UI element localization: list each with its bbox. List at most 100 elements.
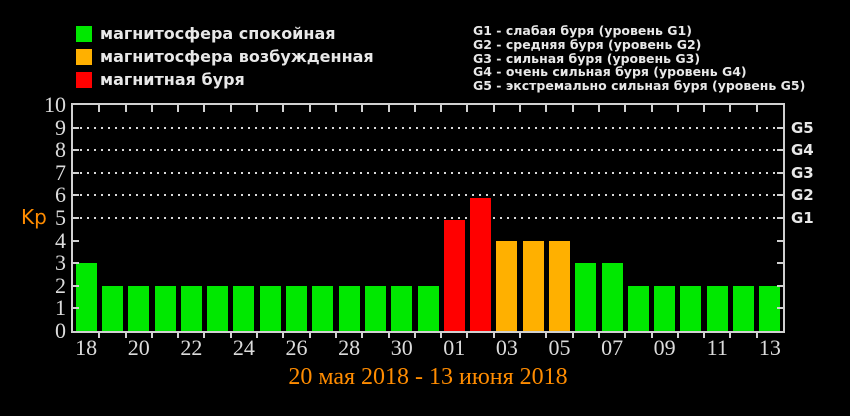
top-tick xyxy=(413,105,416,112)
bar-day-10 xyxy=(680,285,702,331)
x-tick-label-20: 20 xyxy=(127,335,150,360)
right-tick xyxy=(777,262,783,265)
top-tick xyxy=(624,105,627,112)
bottom-tick xyxy=(361,331,364,338)
right-tick xyxy=(777,126,783,129)
bottom-tick xyxy=(440,331,443,338)
bottom-tick xyxy=(597,331,600,338)
top-tick xyxy=(229,105,232,112)
gridline-kp6 xyxy=(73,194,783,197)
top-tick xyxy=(519,105,522,112)
legend-label-quiet: магнитосфера спокойная xyxy=(100,24,336,43)
top-tick xyxy=(597,105,600,112)
top-tick xyxy=(282,105,285,112)
left-tick xyxy=(73,262,79,265)
right-axis-label-g3: G3 xyxy=(791,163,814,182)
bottom-tick xyxy=(624,331,627,338)
plot-area xyxy=(71,103,785,338)
bottom-tick xyxy=(729,331,732,338)
bar-day-18 xyxy=(75,263,97,331)
top-tick xyxy=(703,105,706,112)
bar-day-22 xyxy=(180,285,202,331)
bottom-tick xyxy=(387,331,390,338)
bar-day-05 xyxy=(548,240,570,331)
bar-day-06 xyxy=(575,263,597,331)
bottom-tick xyxy=(124,331,127,338)
bar-day-13 xyxy=(759,285,781,331)
bottom-tick xyxy=(571,331,574,338)
storm-color-swatch xyxy=(76,71,92,88)
legend-item-quiet: магнитосфера спокойная xyxy=(76,22,374,45)
left-tick xyxy=(73,194,79,197)
x-tick-label-13: 13 xyxy=(758,335,781,360)
gridline-kp7 xyxy=(73,171,783,174)
x-tick-label-18: 18 xyxy=(75,335,98,360)
x-tick-label-07: 07 xyxy=(601,335,624,360)
bottom-tick xyxy=(229,331,232,338)
right-axis-label-g1: G1 xyxy=(791,209,814,227)
bar-day-31 xyxy=(417,285,439,331)
y-tick-label-6: 6 xyxy=(55,182,66,208)
storm-level-g1: G1 - слабая буря (уровень G1) xyxy=(473,23,692,38)
top-tick xyxy=(466,105,469,112)
bottom-tick xyxy=(177,331,180,338)
x-tick-label-22: 22 xyxy=(180,335,203,360)
bar-day-12 xyxy=(733,285,755,331)
bottom-tick xyxy=(150,331,153,338)
bar-day-23 xyxy=(207,285,229,331)
bar-day-01 xyxy=(443,220,465,331)
top-tick xyxy=(387,105,390,112)
bottom-tick xyxy=(703,331,706,338)
bar-day-29 xyxy=(364,285,386,331)
bar-day-25 xyxy=(259,285,281,331)
x-tick-label-01: 01 xyxy=(443,335,466,360)
right-tick xyxy=(777,239,783,242)
top-tick xyxy=(256,105,259,112)
y-axis-title: Kp xyxy=(21,205,47,229)
right-axis-label-g5: G5 xyxy=(791,118,814,137)
bottom-tick xyxy=(755,331,758,338)
chart-title: 20 мая 2018 - 13 июня 2018 xyxy=(288,364,568,390)
top-tick xyxy=(650,105,653,112)
left-tick xyxy=(73,239,79,242)
bottom-tick xyxy=(203,331,206,338)
legend-item-excited: магнитосфера возбужденная xyxy=(76,45,374,68)
right-tick xyxy=(777,284,783,287)
top-tick xyxy=(676,105,679,112)
y-tick-label-9: 9 xyxy=(55,114,66,140)
right-tick xyxy=(777,194,783,197)
legend-item-storm: магнитная буря xyxy=(76,68,374,91)
bottom-tick xyxy=(650,331,653,338)
right-tick xyxy=(777,149,783,152)
top-tick xyxy=(571,105,574,112)
excited-color-swatch xyxy=(76,48,92,65)
top-tick xyxy=(177,105,180,112)
top-tick xyxy=(150,105,153,112)
top-tick xyxy=(98,105,101,112)
top-tick xyxy=(203,105,206,112)
left-tick xyxy=(73,284,79,287)
bar-day-11 xyxy=(706,285,728,331)
bar-day-26 xyxy=(286,285,308,331)
bar-day-08 xyxy=(627,285,649,331)
y-tick-label-7: 7 xyxy=(55,159,66,185)
bottom-tick xyxy=(413,331,416,338)
x-tick-label-26: 26 xyxy=(285,335,308,360)
bar-day-30 xyxy=(391,285,413,331)
bottom-tick xyxy=(519,331,522,338)
y-tick-label-10: 10 xyxy=(44,92,66,117)
right-tick xyxy=(777,307,783,310)
quiet-color-swatch xyxy=(76,25,92,42)
x-tick-label-09: 09 xyxy=(653,335,676,360)
legend-label-excited: магнитосфера возбужденная xyxy=(100,47,374,66)
y-tick-label-3: 3 xyxy=(55,250,66,276)
bottom-tick xyxy=(256,331,259,338)
y-tick-label-1: 1 xyxy=(55,295,66,321)
right-axis-label-g4: G4 xyxy=(791,141,814,160)
bottom-tick xyxy=(308,331,311,338)
x-tick-label-05: 05 xyxy=(548,335,571,360)
bottom-tick xyxy=(492,331,495,338)
bottom-tick xyxy=(676,331,679,338)
left-tick xyxy=(73,217,79,219)
